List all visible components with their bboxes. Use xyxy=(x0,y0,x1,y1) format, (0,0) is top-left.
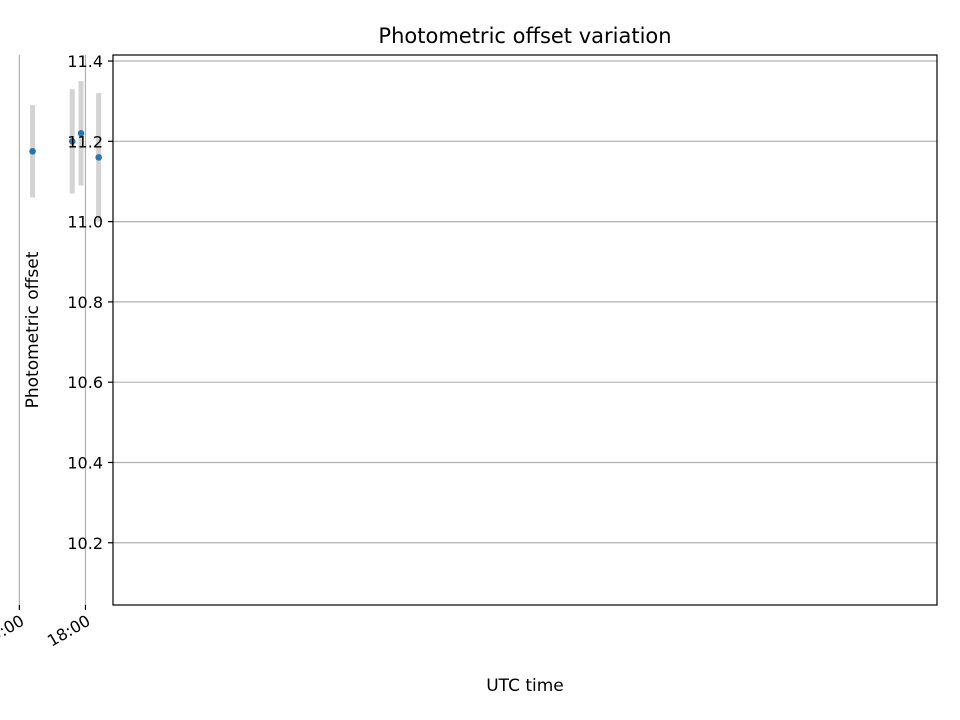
plot-frame xyxy=(112,54,938,606)
y-tick-label: 11.4 xyxy=(67,52,103,71)
y-tick-label: 10.2 xyxy=(67,534,103,553)
data-point xyxy=(68,138,76,145)
y-tick-label: 11.0 xyxy=(67,213,103,232)
chart-title: Photometric offset variation xyxy=(378,24,671,48)
grid xyxy=(18,55,937,605)
y-tick-label: 10.8 xyxy=(67,293,103,312)
y-tick-label: 11.2 xyxy=(67,132,103,151)
y-tick-label: 10.4 xyxy=(67,453,103,472)
data-point xyxy=(95,154,102,161)
data-point xyxy=(77,129,85,137)
y-tick-label: 10.6 xyxy=(67,373,103,392)
data-points xyxy=(29,129,102,161)
data-point xyxy=(29,148,36,155)
x-axis-label: UTC time xyxy=(486,676,564,696)
y-axis-ticks: 10.2 10.4 10.6 10.8 11.0 11.2 11.4 xyxy=(67,52,113,553)
y-axis-label: Photometric offset xyxy=(23,251,43,408)
